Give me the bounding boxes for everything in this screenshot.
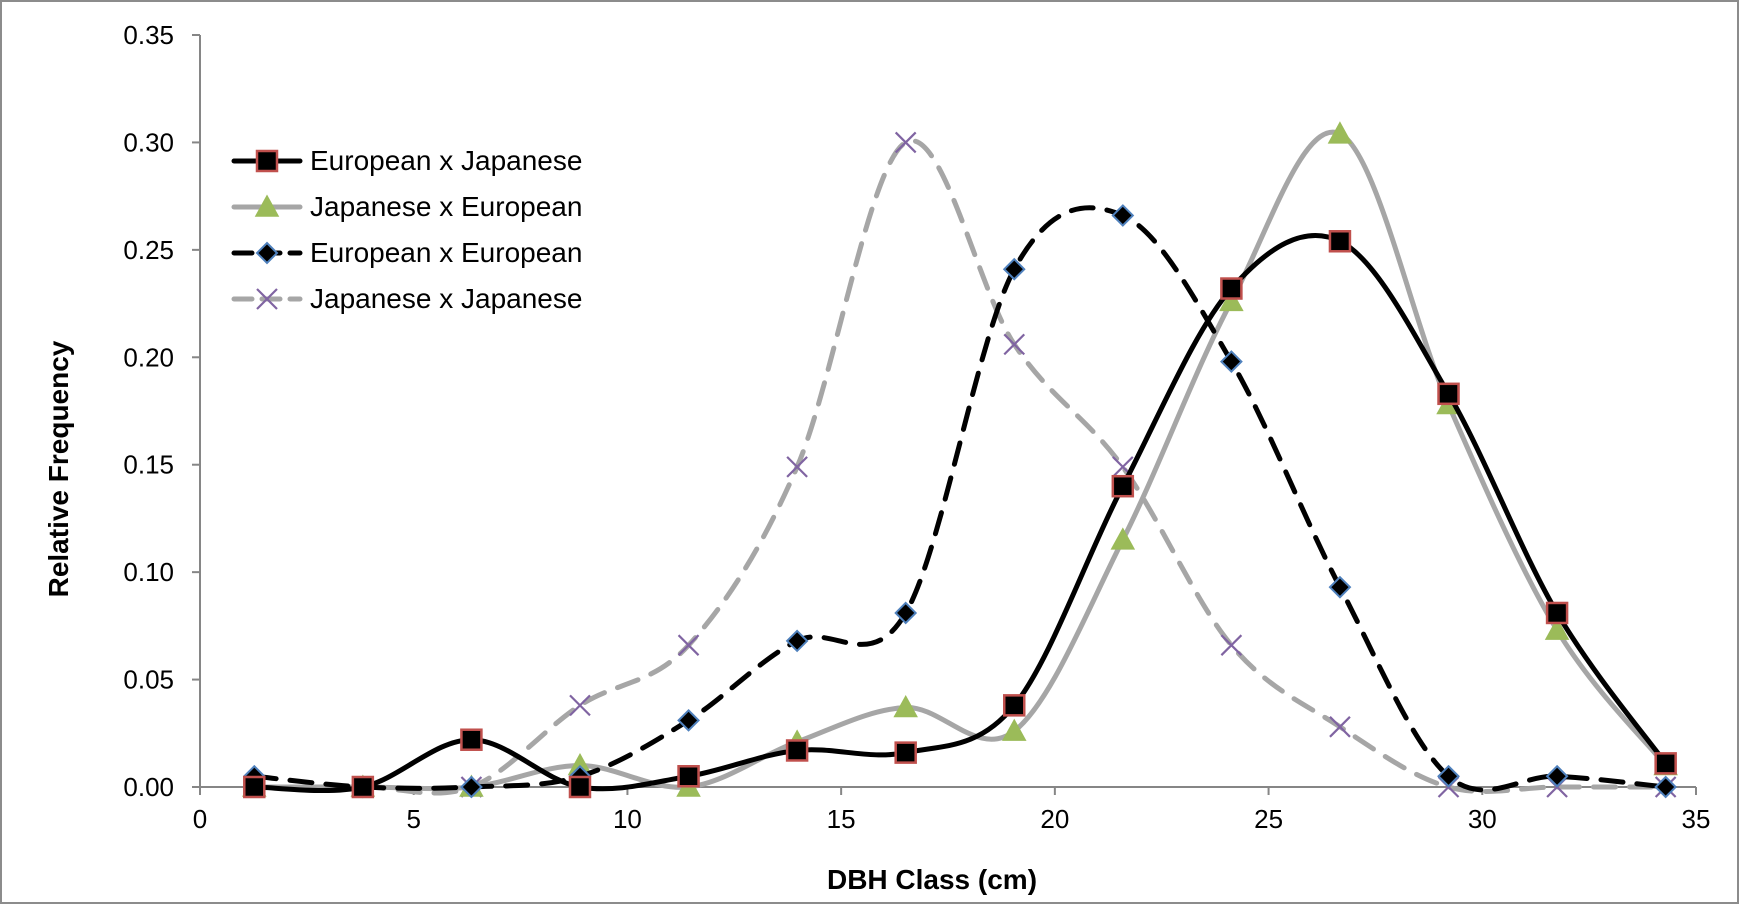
data-point xyxy=(1110,527,1136,550)
data-point xyxy=(1437,764,1460,788)
legend-item: European x European xyxy=(231,237,582,268)
series-layer xyxy=(242,121,1678,799)
legend-item: Japanese x Japanese xyxy=(231,283,582,314)
data-point xyxy=(1219,288,1244,312)
legend-marker xyxy=(255,149,279,173)
data-point xyxy=(568,775,592,799)
y-tick-label: 0.20 xyxy=(123,342,174,372)
series-1 xyxy=(243,230,1677,799)
data-point xyxy=(1654,775,1678,799)
y-axis-label: Relative Frequency xyxy=(43,340,74,597)
data-point xyxy=(785,739,809,762)
data-point xyxy=(1220,634,1243,656)
data-point xyxy=(1654,752,1677,775)
data-point xyxy=(677,634,700,656)
data-point xyxy=(1003,694,1026,717)
data-point xyxy=(1111,204,1135,227)
data-point xyxy=(1001,718,1027,741)
y-tick-label: 0.05 xyxy=(123,665,174,695)
series-line xyxy=(251,205,1669,793)
legend-label: European x Japanese xyxy=(310,145,582,176)
data-point xyxy=(1219,350,1243,373)
legend-label: European x European xyxy=(310,237,582,268)
x-tick-label: 5 xyxy=(406,804,420,834)
y-tick-label: 0.00 xyxy=(123,772,174,802)
data-point xyxy=(1544,617,1570,640)
data-point xyxy=(1545,601,1569,625)
data-point xyxy=(460,775,483,799)
data-point xyxy=(460,728,483,751)
data-point xyxy=(1328,230,1352,253)
x-tick-label: 0 xyxy=(193,804,207,834)
legend-marker xyxy=(254,194,280,217)
data-point xyxy=(1327,121,1353,144)
data-point xyxy=(1220,277,1243,300)
data-point xyxy=(786,456,808,478)
legend-item: Japanese x European xyxy=(231,191,582,222)
data-point xyxy=(1545,764,1569,788)
legend-label: Japanese x European xyxy=(310,191,582,222)
legend-marker xyxy=(255,241,279,265)
series-3 xyxy=(242,204,1678,799)
data-point xyxy=(569,694,591,717)
data-point xyxy=(243,775,266,799)
x-tick-label: 10 xyxy=(613,804,642,834)
data-point xyxy=(893,694,918,718)
data-point xyxy=(1437,382,1460,406)
data-point xyxy=(1111,474,1135,498)
x-tick-label: 35 xyxy=(1682,804,1711,834)
y-tick-label: 0.25 xyxy=(123,235,174,265)
legend-label: Japanese x Japanese xyxy=(310,283,582,314)
data-point xyxy=(1328,575,1352,599)
data-point xyxy=(1002,257,1026,281)
legend-marker xyxy=(256,288,278,310)
y-tick-label: 0.35 xyxy=(123,20,174,50)
y-tick-label: 0.10 xyxy=(123,557,174,587)
x-tick-label: 25 xyxy=(1254,804,1283,834)
y-tick-label: 0.15 xyxy=(123,450,174,480)
data-point xyxy=(785,629,809,653)
x-tick-label: 20 xyxy=(1040,804,1069,834)
series-line xyxy=(251,138,1669,796)
legend-item: European x Japanese xyxy=(231,145,582,176)
data-point xyxy=(1003,333,1026,356)
data-point xyxy=(894,131,917,154)
x-axis-label: DBH Class (cm) xyxy=(827,864,1037,895)
data-point xyxy=(677,708,700,732)
x-tick-label: 15 xyxy=(827,804,856,834)
y-tick-label: 0.30 xyxy=(123,127,174,157)
data-point xyxy=(351,775,375,799)
data-point xyxy=(894,601,918,625)
legend: European x Japanese Japanese x European Eu… xyxy=(231,145,582,314)
data-point xyxy=(1329,716,1351,738)
data-point xyxy=(677,765,700,788)
data-point xyxy=(894,741,917,764)
x-tick-label: 30 xyxy=(1468,804,1497,834)
